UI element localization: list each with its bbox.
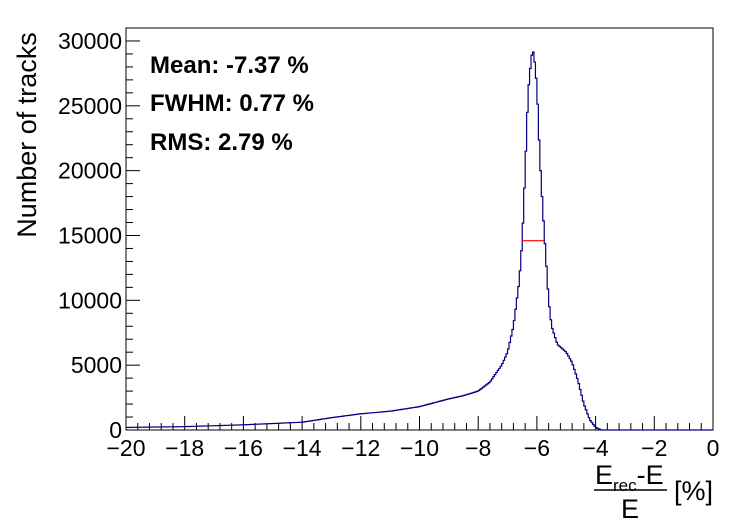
x-tick-label: −2 (641, 435, 667, 461)
y-axis-ticks (126, 27, 140, 431)
x-tick-label: −12 (341, 435, 380, 461)
x-tick-label: −18 (165, 435, 204, 461)
x-tick-label: −10 (400, 435, 439, 461)
y-tick-label: 15000 (58, 222, 122, 248)
x-axis-title: Erec-E E [%] (594, 460, 713, 521)
stat-rms: RMS: 2.79 % (150, 129, 293, 156)
x-tick-label: −20 (106, 435, 145, 461)
x-tick-label: −8 (465, 435, 491, 461)
x-axis-tick-labels: −20 −18 −16 −14 −12 −10 −8 −6 −4 −2 0 (106, 435, 719, 461)
y-axis-tick-labels: 0 5000 10000 15000 20000 25000 30000 (58, 28, 122, 443)
x-tick-label: −14 (283, 435, 322, 461)
y-axis-title: Number of tracks (12, 32, 42, 238)
histogram-series (126, 51, 713, 431)
x-axis-title-unit: [%] (674, 476, 713, 506)
y-tick-label: 0 (109, 417, 122, 443)
plot-frame (125, 27, 714, 431)
y-tick-label: 10000 (58, 287, 122, 313)
x-tick-label: −16 (224, 435, 263, 461)
plot-frame-rect (125, 27, 714, 431)
x-tick-label: −6 (524, 435, 550, 461)
x-axis-title-denominator: E (621, 494, 639, 521)
y-tick-label: 25000 (58, 93, 122, 119)
x-tick-label: −4 (582, 435, 608, 461)
y-tick-label: 20000 (58, 158, 122, 184)
x-tick-label: 0 (707, 435, 720, 461)
stat-fwhm: FWHM: 0.77 % (150, 90, 314, 117)
y-tick-label: 30000 (58, 28, 122, 54)
y-tick-label: 5000 (71, 352, 122, 378)
x-axis-ticks (125, 416, 714, 430)
stat-mean: Mean: -7.37 % (150, 52, 309, 79)
